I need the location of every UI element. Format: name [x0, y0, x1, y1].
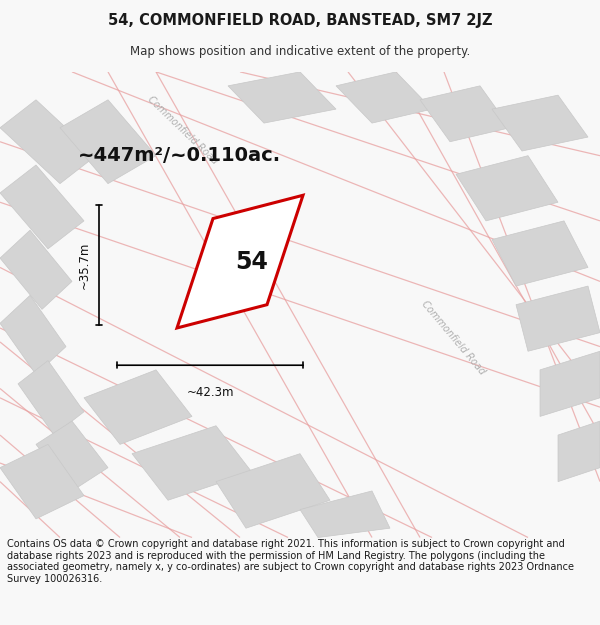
- Polygon shape: [0, 165, 84, 249]
- Polygon shape: [420, 86, 510, 142]
- Polygon shape: [300, 491, 390, 538]
- Text: ~35.7m: ~35.7m: [77, 241, 91, 289]
- Polygon shape: [456, 156, 558, 221]
- Polygon shape: [0, 444, 84, 519]
- Text: Map shows position and indicative extent of the property.: Map shows position and indicative extent…: [130, 45, 470, 58]
- Polygon shape: [0, 100, 96, 184]
- Text: Commonfield Road: Commonfield Road: [419, 298, 487, 376]
- Polygon shape: [492, 95, 588, 151]
- Text: 54: 54: [236, 249, 268, 274]
- Text: 54, COMMONFIELD ROAD, BANSTEAD, SM7 2JZ: 54, COMMONFIELD ROAD, BANSTEAD, SM7 2JZ: [108, 12, 492, 28]
- Polygon shape: [132, 426, 252, 500]
- Text: ~42.3m: ~42.3m: [186, 386, 234, 399]
- Polygon shape: [18, 361, 84, 435]
- Text: ~447m²/~0.110ac.: ~447m²/~0.110ac.: [78, 146, 281, 165]
- Polygon shape: [228, 72, 336, 123]
- Polygon shape: [0, 296, 66, 374]
- Polygon shape: [60, 100, 156, 184]
- Polygon shape: [0, 230, 72, 309]
- Polygon shape: [216, 454, 330, 528]
- Polygon shape: [558, 421, 600, 482]
- Text: Contains OS data © Crown copyright and database right 2021. This information is : Contains OS data © Crown copyright and d…: [7, 539, 574, 584]
- Polygon shape: [516, 286, 600, 351]
- Text: Commonfield Road: Commonfield Road: [146, 94, 220, 166]
- Polygon shape: [177, 195, 303, 328]
- Polygon shape: [492, 221, 588, 286]
- Polygon shape: [36, 421, 108, 491]
- Polygon shape: [540, 351, 600, 416]
- Polygon shape: [84, 370, 192, 444]
- Polygon shape: [336, 72, 432, 123]
